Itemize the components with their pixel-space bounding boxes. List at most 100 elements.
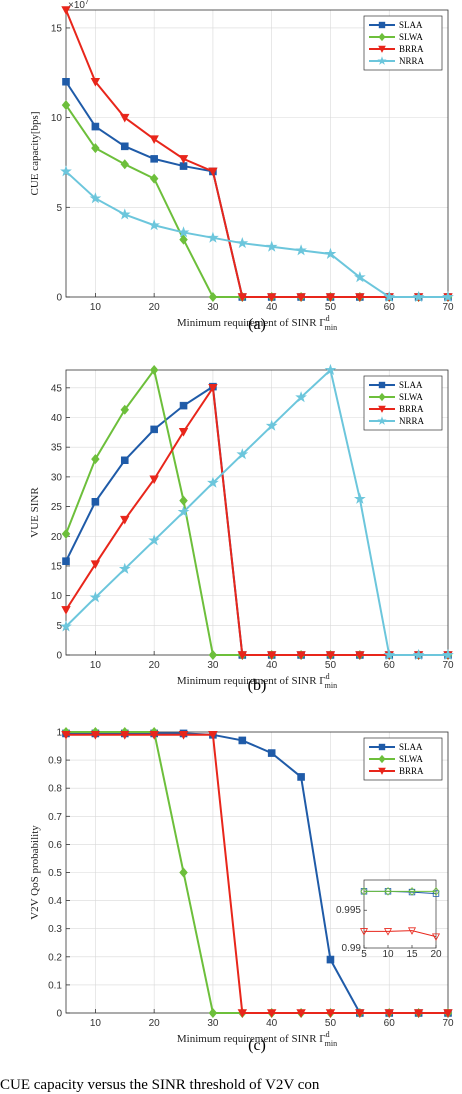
x-tick-label: 40 — [266, 660, 278, 671]
data-point-nrra — [295, 244, 307, 256]
x-tick-label: 10 — [90, 302, 102, 313]
data-point-nrra — [295, 391, 307, 403]
data-point-brra — [266, 293, 277, 302]
y-tick-label: 40 — [51, 413, 63, 424]
y-tick-label: 10 — [51, 591, 63, 602]
legend-label-nrra: NRRA — [399, 56, 425, 66]
y-tick-label: 15 — [51, 561, 63, 572]
data-point-slaa — [91, 122, 100, 131]
data-point-nrra — [353, 271, 366, 283]
inset-frame — [363, 879, 437, 949]
legend: SLAA SLWA BRRA NRRA — [363, 375, 443, 431]
data-point-brra — [355, 293, 365, 302]
data-point-slaa — [267, 749, 276, 757]
x-tick-label: 50 — [325, 1018, 337, 1029]
data-point-brra — [149, 475, 159, 485]
data-point-brra — [355, 1009, 365, 1018]
legend-marker-nrra — [377, 416, 387, 425]
inset-series-line-brra — [364, 930, 437, 938]
data-point-brra — [413, 1009, 424, 1018]
x-tick-label: 50 — [325, 660, 337, 671]
x-tick-label: 70 — [442, 1018, 454, 1029]
data-point-nrra — [442, 648, 454, 660]
y-tick-label: 30 — [51, 472, 63, 483]
data-point-slaa — [120, 142, 129, 151]
data-point-nrra — [236, 448, 249, 460]
legend-label-slwa: SLWA — [399, 392, 423, 402]
y-axis-label: VUE SINR — [29, 487, 41, 538]
legend-marker-brra — [378, 767, 386, 775]
series-line-nrra — [65, 170, 448, 298]
x-tick-label: 70 — [442, 660, 454, 671]
x-tick-label: 20 — [149, 660, 161, 671]
data-point-slaa — [297, 773, 305, 781]
data-point-brra — [296, 651, 306, 660]
data-point-brra — [384, 1009, 394, 1018]
data-point-nrra — [207, 476, 219, 488]
inset-data-point-brra — [407, 927, 417, 935]
data-point-nrra — [118, 562, 131, 574]
data-point-nrra — [324, 363, 337, 375]
data-point-slaa — [62, 557, 70, 565]
legend-marker-brra — [378, 405, 386, 413]
data-point-brra — [237, 1009, 248, 1018]
data-point-nrra — [207, 231, 219, 243]
data-point-nrra — [148, 534, 161, 546]
x-axis-label: Minimum requirement of SINR Γd min — [177, 314, 337, 332]
legend-marker-slaa — [378, 21, 386, 29]
data-point-slaa — [62, 77, 70, 86]
data-point-brra — [208, 167, 218, 177]
data-point-nrra — [412, 290, 425, 302]
data-point-brra — [178, 155, 189, 164]
data-point-slwa — [208, 1007, 218, 1019]
data-point-nrra — [353, 492, 366, 504]
legend-marker-slaa — [378, 381, 386, 389]
inset-y-tick-label: 0.99 — [342, 943, 362, 954]
data-point-nrra — [412, 648, 425, 660]
panel-label: (b) — [248, 677, 267, 694]
data-point-nrra — [265, 240, 278, 252]
series-line-brra — [65, 9, 448, 298]
x-tick-label: 60 — [384, 660, 396, 671]
y-tick-label: 0.6 — [48, 840, 62, 851]
legend-label-slaa: SLAA — [399, 20, 423, 30]
legend-label-slwa: SLWA — [399, 32, 423, 42]
data-point-nrra — [324, 247, 337, 259]
data-point-brra — [178, 731, 189, 740]
data-point-brra — [443, 1009, 453, 1018]
data-point-nrra — [148, 219, 161, 231]
inset-y-tick-label: 0.995 — [336, 905, 361, 916]
data-point-slaa — [150, 425, 158, 434]
series-line-brra — [66, 733, 448, 1014]
x-axis-label: Minimum requirement of SINR Γd min — [177, 1030, 337, 1048]
y-tick-label: 0.9 — [48, 756, 62, 767]
y-tick-label: 0.4 — [48, 896, 62, 907]
data-point-brra — [325, 1009, 336, 1018]
x-tick-label: 30 — [207, 660, 219, 671]
inset-chart: 5 10 15 20 0.99 0.995 — [336, 879, 442, 960]
x-tick-label: 40 — [266, 1018, 278, 1029]
data-point-slwa — [179, 234, 188, 245]
data-point-brra — [237, 651, 248, 660]
data-point-brra — [266, 651, 277, 660]
legend-marker-brra — [378, 45, 386, 53]
y-tick-label: 0.8 — [48, 784, 62, 795]
y-tick-label: 1 — [56, 728, 62, 739]
chart-panel-c: 10 20 30 40 50 60 70 0 0.1 0.2 0.3 0.4 0.5 0.6 0.7 0.8 0… — [29, 726, 454, 1054]
data-point-brra — [208, 731, 218, 740]
data-point-brra — [90, 731, 101, 740]
data-point-slwa — [149, 364, 159, 376]
x-tick-label: 40 — [266, 302, 278, 313]
x-tick-label: 20 — [149, 1018, 161, 1029]
data-point-slaa — [91, 498, 100, 506]
y-tick-label: 5 — [56, 203, 62, 214]
inset-x-tick-label: 10 — [382, 949, 394, 960]
data-point-nrra — [442, 290, 454, 302]
y-tick-label: 0 — [56, 1009, 62, 1020]
inset-data-point-brra — [431, 933, 441, 941]
figure-caption: CUE capacity versus the SINR threshold o… — [0, 1077, 320, 1093]
data-point-slwa — [120, 404, 130, 415]
inset-x-tick-label: 15 — [406, 949, 418, 960]
legend-label-slaa: SLAA — [399, 742, 423, 752]
